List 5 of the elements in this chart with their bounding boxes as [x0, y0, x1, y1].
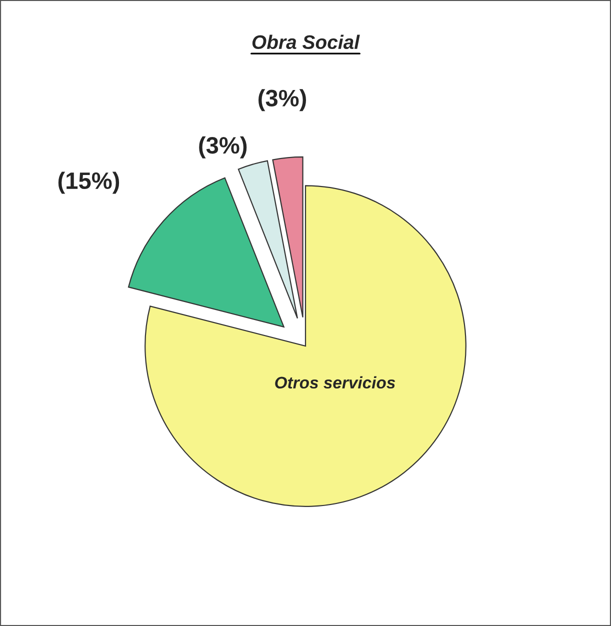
data-label: (15%) [58, 172, 120, 194]
data-label: (3%) [258, 89, 306, 112]
data-label: (3%) [199, 136, 247, 158]
chart-title: Obra Social [252, 34, 360, 50]
slice-label: Otros servicios [275, 376, 396, 389]
